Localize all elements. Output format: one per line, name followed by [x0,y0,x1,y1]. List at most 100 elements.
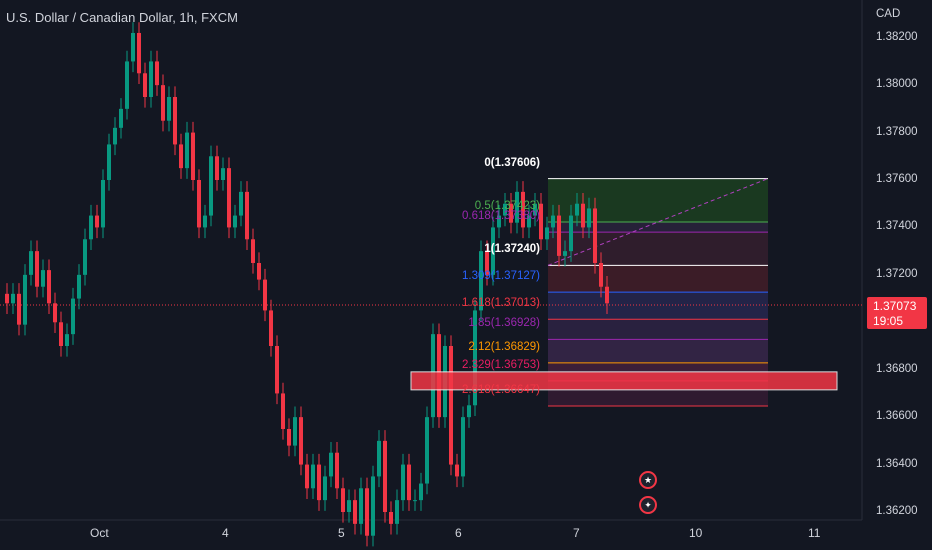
candle-body [41,270,45,287]
candle-body [275,346,279,394]
candle-body [89,215,93,240]
candle-body [83,239,87,275]
candle-body [533,203,537,216]
candle-body [563,251,567,256]
candle-body [323,476,327,501]
candle-body [203,215,207,228]
candle-body [149,61,153,97]
current-price-badge: 1.37073 19:05 [867,297,927,329]
candle-body [71,298,75,335]
candle-body [371,476,375,536]
candle-body [449,346,453,465]
symbol-title: U.S. Dollar / Canadian Dollar, 1h, FXCM [6,10,238,25]
price-tick-label: 1.36400 [876,457,918,470]
candle-body [263,279,267,311]
price-tick-label: 1.37800 [876,125,918,138]
candle-body [227,168,231,228]
time-tick-label: 6 [455,526,462,540]
time-tick-label: 10 [689,526,703,540]
candle-body [125,61,129,109]
candle-body [35,251,39,287]
candle-body [599,263,603,287]
fib-level-label: 0.5(1.37423) [474,199,540,212]
candle-body [107,144,111,180]
fib-zone [548,265,768,293]
fib-zone [548,232,768,266]
candle-body [23,274,27,325]
candle-body [545,227,549,240]
price-tick-label: 1.38200 [876,30,918,43]
price-tick-label: 1.38000 [876,78,918,91]
candle-body [341,488,345,512]
candle-body [575,203,579,216]
candle-body [29,251,33,275]
candle-body [569,215,573,252]
candle-body [461,417,465,477]
candle-body [353,500,357,524]
candle-body [539,203,543,240]
current-price: 1.37073 [873,299,917,313]
candle-body [95,215,99,228]
candle-body [365,488,369,536]
candle-body [245,191,249,240]
candle-body [389,512,393,524]
candle-body [5,293,9,304]
candle-body [407,464,411,501]
fib-level-label: 1.85(1.36928) [468,317,540,330]
candle-body [383,440,387,512]
candle-body [173,97,177,145]
candle-body [377,440,381,477]
candle-body [395,500,399,524]
candle-body [335,452,339,489]
candle-body [425,417,429,484]
candle-body [479,251,483,311]
candle-body [221,168,225,180]
fib-level-label: 2.329(1.36753) [461,358,540,371]
candle-body [419,483,423,501]
candle-body [161,85,165,121]
candle-body [215,156,219,180]
candle-body [359,488,363,524]
candle-body [239,191,243,216]
candle-body [77,274,81,299]
candle-body [191,132,195,180]
candle-body [473,310,477,406]
fib-level-label: 0(1.37606) [484,156,540,169]
price-tick-label: 1.36200 [876,505,918,517]
candle-body [509,203,513,223]
fib-trend-line [547,178,769,266]
candle-body [293,417,297,446]
fib-level-label: 1.309(1.37127) [461,270,540,283]
candle-body [179,144,183,169]
candle-body [131,32,135,62]
candle-body [17,293,21,325]
candle-body [455,464,459,477]
candle-body [167,97,171,121]
candle-body [155,61,159,86]
highlight-level-box [410,371,838,391]
candle-body [305,464,309,489]
ca-flag-icon[interactable]: ✦ [639,496,657,514]
candle-body [485,251,489,275]
time-tick-label: 5 [338,526,345,540]
candle-body [491,227,495,275]
candle-body [197,180,201,228]
candle-body [521,191,525,228]
candle-body [101,180,105,228]
candle-body [401,464,405,501]
candle-body [581,203,585,228]
candle-body [329,452,333,477]
candle-body [233,215,237,228]
candle-body [257,263,261,280]
us-flag-icon[interactable]: ★ [639,471,657,489]
fib-level-label: 2.618(1.36647) [461,383,540,396]
candle-body [527,215,531,228]
fib-zone [548,319,768,340]
candle-body [287,429,291,446]
candle-body [269,310,273,346]
candle-body [593,208,597,263]
candle-body [503,203,507,216]
fib-level-label: 2.12(1.36829) [468,340,540,353]
candle-body [185,132,189,169]
